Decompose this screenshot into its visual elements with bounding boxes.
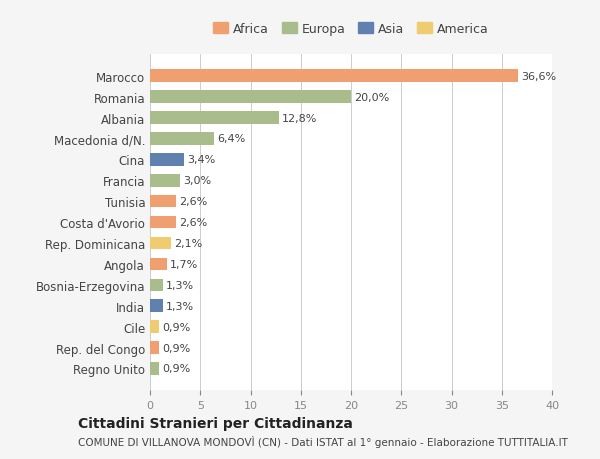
Text: 2,1%: 2,1% <box>174 239 202 248</box>
Bar <box>150 174 180 187</box>
Text: 3,4%: 3,4% <box>187 155 215 165</box>
Bar <box>150 112 278 124</box>
Text: 12,8%: 12,8% <box>281 113 317 123</box>
Bar <box>150 196 176 208</box>
Text: 0,9%: 0,9% <box>162 322 190 332</box>
Bar <box>150 300 163 312</box>
Bar <box>150 279 163 291</box>
Bar <box>150 341 159 354</box>
Bar <box>150 258 167 271</box>
Bar <box>150 216 176 229</box>
Text: 2,6%: 2,6% <box>179 197 208 207</box>
Text: 1,3%: 1,3% <box>166 301 194 311</box>
Bar <box>150 70 518 83</box>
Text: 0,9%: 0,9% <box>162 364 190 374</box>
Text: 2,6%: 2,6% <box>179 218 208 228</box>
Bar <box>150 363 159 375</box>
Text: COMUNE DI VILLANOVA MONDOVÌ (CN) - Dati ISTAT al 1° gennaio - Elaborazione TUTTI: COMUNE DI VILLANOVA MONDOVÌ (CN) - Dati … <box>78 435 568 447</box>
Text: 20,0%: 20,0% <box>354 92 389 102</box>
Text: 0,9%: 0,9% <box>162 343 190 353</box>
Text: 1,7%: 1,7% <box>170 259 199 269</box>
Bar <box>150 91 351 104</box>
Bar <box>150 133 214 146</box>
Text: 6,4%: 6,4% <box>217 134 245 144</box>
Text: 3,0%: 3,0% <box>183 176 211 186</box>
Bar <box>150 237 171 250</box>
Legend: Africa, Europa, Asia, America: Africa, Europa, Asia, America <box>208 18 494 41</box>
Text: 1,3%: 1,3% <box>166 280 194 290</box>
Bar <box>150 321 159 333</box>
Bar <box>150 154 184 166</box>
Text: 36,6%: 36,6% <box>521 72 556 82</box>
Text: Cittadini Stranieri per Cittadinanza: Cittadini Stranieri per Cittadinanza <box>78 416 353 430</box>
